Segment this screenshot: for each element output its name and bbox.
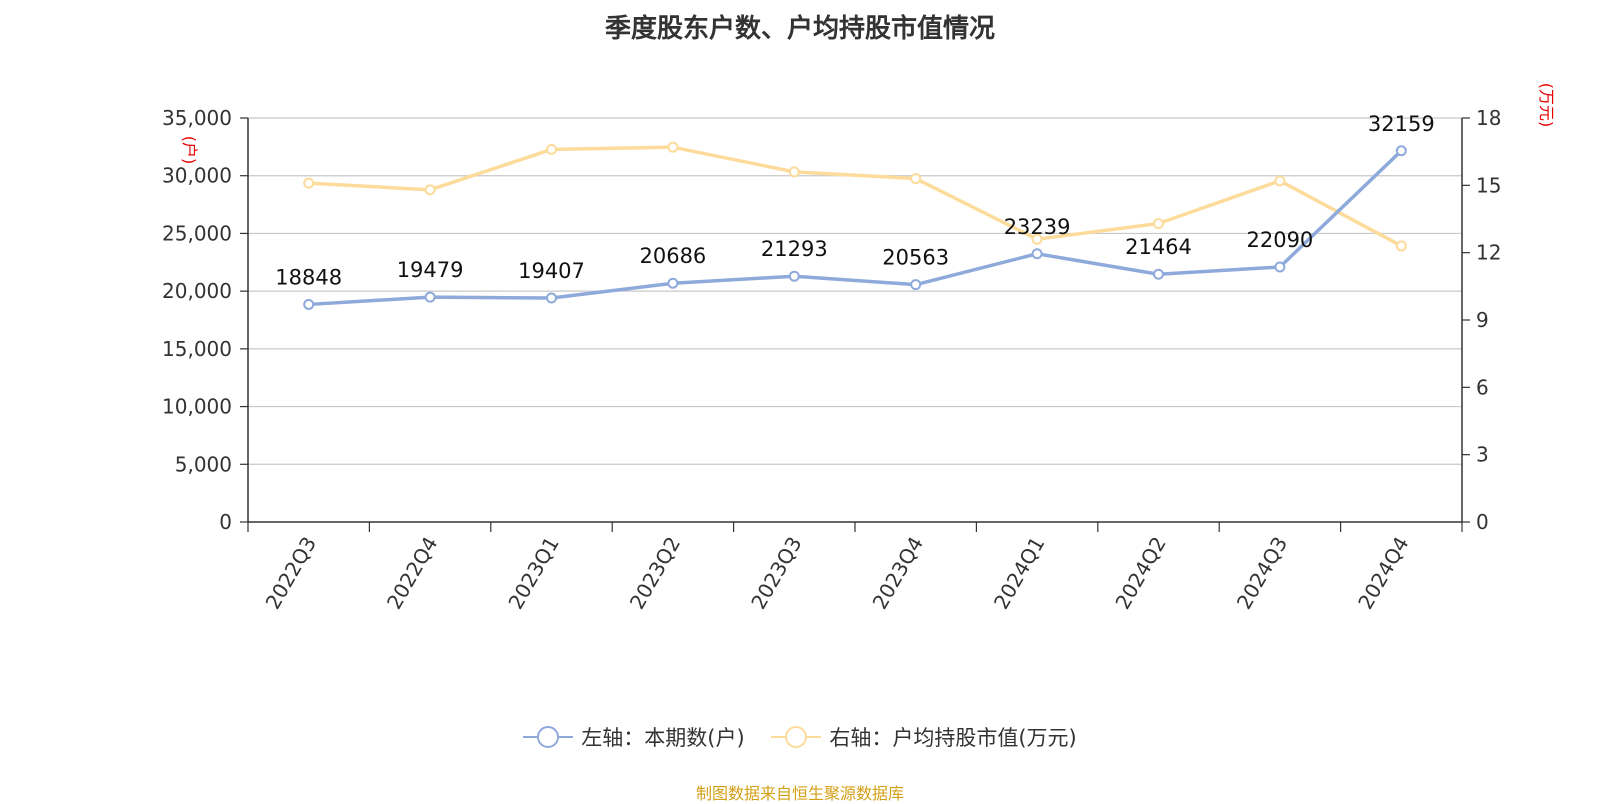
left-tick-label: 10,000 [162,395,232,419]
legend: 左轴：本期数(户) 右轴：户均持股市值(万元) [0,722,1600,755]
data-point-right [788,166,800,178]
series-points [303,141,1407,310]
data-point-right [910,173,922,185]
legend-item-right[interactable]: 右轴：户均持股市值(万元) [771,722,1077,752]
right-axis-ticks: 0 3 6 9 12 15 18 [1462,106,1501,534]
legend-marker-right-icon [771,726,822,748]
data-label: 18848 [275,265,342,289]
left-tick-label: 15,000 [162,337,232,361]
left-tick-label: 5,000 [175,452,232,476]
x-tick-label: 2024Q3 [1232,533,1292,614]
data-label: 20563 [882,246,949,270]
data-point-left [546,292,557,304]
right-axis-unit: (万元) [1537,83,1556,128]
x-tick-label: 2024Q1 [989,533,1049,614]
data-point-right [546,143,557,155]
left-axis-ticks: 0 5,000 10,000 15,000 20,000 25,000 30,000 35,0… [162,106,248,534]
data-point-left [788,270,800,282]
data-point-right [424,184,436,196]
left-axis-unit: (户) [180,136,199,165]
data-point-right [1153,217,1164,229]
x-tick-label: 2023Q4 [868,533,928,614]
x-tick-label: 2024Q4 [1353,533,1413,614]
data-point-left [1395,145,1407,157]
data-point-left [1153,268,1164,280]
right-tick-label: 9 [1476,308,1489,332]
series-line-right [308,145,1403,248]
left-tick-label: 30,000 [162,164,232,188]
left-tick-label: 20,000 [162,279,232,303]
right-tick-label: 18 [1476,106,1501,130]
x-axis-ticks: 2022Q3 2022Q4 2023Q1 2023Q2 2023Q3 2023Q4 2024… [247,522,1463,614]
right-tick-label: 0 [1476,510,1489,534]
data-point-left [910,279,922,291]
series-lines [308,145,1403,307]
right-tick-label: 15 [1476,173,1501,197]
legend-label-left: 左轴：本期数(户) [581,726,745,750]
data-point-left [1031,248,1043,260]
data-label: 20686 [639,244,706,268]
data-label: 22090 [1246,228,1313,252]
x-tick-label: 2022Q4 [382,533,442,614]
data-label: 19479 [397,258,464,282]
left-tick-label: 25,000 [162,221,232,245]
data-point-right [667,141,679,153]
data-point-right [1031,233,1043,245]
x-tick-label: 2022Q3 [261,533,321,614]
data-point-right [303,177,315,189]
right-tick-label: 3 [1476,443,1489,467]
data-label: 19407 [518,259,585,283]
grid-lines [248,117,1462,465]
data-labels: 18848 19479 19407 20686 21293 20563 23239 21464… [275,112,1434,290]
right-tick-label: 6 [1476,375,1489,399]
x-tick-label: 2024Q2 [1110,533,1170,614]
data-point-left [667,277,679,289]
x-tick-label: 2023Q1 [503,533,563,614]
series-line-left [308,149,1403,307]
data-point-right [1395,240,1407,252]
data-label: 23239 [1004,215,1071,239]
data-label: 32159 [1368,112,1435,136]
legend-marker-left-icon [523,726,574,748]
chart-title: 季度股东户数、户均持股市值情况 [604,14,995,44]
legend-item-left[interactable]: 左轴：本期数(户) [523,722,745,752]
data-point-left [303,298,315,310]
x-tick-label: 2023Q3 [746,533,806,614]
data-point-right [1274,175,1286,187]
legend-label-right: 右轴：户均持股市值(万元) [829,726,1077,750]
data-label: 21293 [761,237,828,261]
x-tick-label: 2023Q2 [625,533,685,614]
data-point-left [424,291,436,303]
right-tick-label: 12 [1476,241,1501,265]
left-tick-label: 0 [219,510,232,534]
left-tick-label: 35,000 [162,106,232,130]
data-label: 21464 [1125,235,1192,259]
data-point-left [1274,261,1286,273]
source-note: 制图数据来自恒生聚源数据库 [695,784,904,803]
